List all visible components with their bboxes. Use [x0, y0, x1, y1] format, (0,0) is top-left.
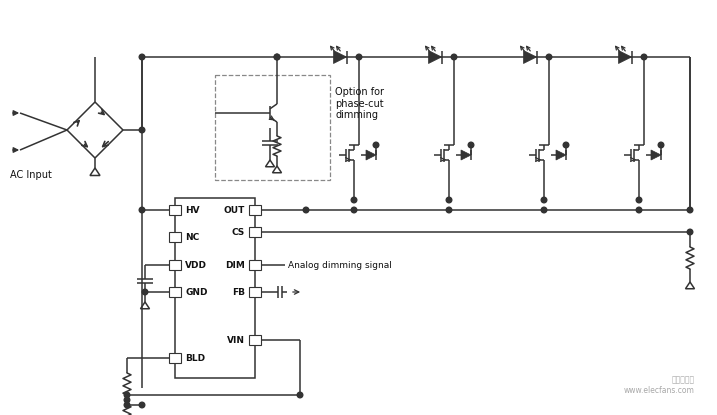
Circle shape: [351, 197, 357, 203]
Text: VIN: VIN: [227, 335, 245, 344]
Circle shape: [139, 127, 145, 133]
Bar: [249, 260, 261, 270]
Circle shape: [142, 289, 148, 295]
Polygon shape: [523, 51, 536, 63]
Bar: [169, 232, 181, 242]
Circle shape: [356, 54, 362, 60]
Circle shape: [641, 54, 647, 60]
Circle shape: [451, 54, 457, 60]
Text: AC Input: AC Input: [10, 170, 52, 180]
Circle shape: [446, 197, 452, 203]
Circle shape: [274, 54, 280, 60]
Bar: [249, 227, 261, 237]
Bar: [249, 287, 261, 297]
Circle shape: [124, 392, 130, 398]
Circle shape: [298, 392, 303, 398]
Circle shape: [687, 229, 693, 235]
Circle shape: [658, 142, 664, 148]
Polygon shape: [651, 150, 661, 160]
Text: HV: HV: [185, 205, 199, 215]
Circle shape: [563, 142, 569, 148]
Circle shape: [139, 207, 145, 213]
Bar: [215, 75, 330, 180]
Bar: [169, 260, 181, 270]
Circle shape: [636, 197, 642, 203]
Text: FB: FB: [232, 288, 245, 296]
Bar: [169, 287, 181, 297]
Circle shape: [546, 54, 552, 60]
Bar: [169, 205, 181, 215]
Bar: [175, 198, 255, 378]
Text: 电子发烧友
www.elecfans.com: 电子发烧友 www.elecfans.com: [624, 376, 695, 395]
Text: NC: NC: [185, 232, 199, 242]
Bar: [249, 335, 261, 345]
Polygon shape: [366, 150, 376, 160]
Circle shape: [636, 207, 642, 213]
Polygon shape: [461, 150, 471, 160]
Circle shape: [124, 397, 130, 403]
Bar: [169, 353, 181, 363]
Circle shape: [541, 197, 547, 203]
Polygon shape: [556, 150, 566, 160]
Text: BLD: BLD: [185, 354, 205, 362]
Text: Analog dimming signal: Analog dimming signal: [288, 261, 392, 269]
Polygon shape: [333, 51, 346, 63]
Circle shape: [374, 142, 379, 148]
Circle shape: [303, 207, 309, 213]
Circle shape: [468, 142, 474, 148]
Circle shape: [139, 54, 145, 60]
Polygon shape: [619, 51, 632, 63]
Circle shape: [351, 207, 357, 213]
Text: OUT: OUT: [224, 205, 245, 215]
Circle shape: [274, 54, 280, 60]
Text: GND: GND: [185, 288, 207, 296]
Text: DIM: DIM: [225, 261, 245, 269]
Circle shape: [541, 207, 547, 213]
Circle shape: [139, 402, 145, 408]
Text: CS: CS: [232, 227, 245, 237]
Circle shape: [446, 207, 452, 213]
Text: Option for
phase-cut
dimming: Option for phase-cut dimming: [335, 87, 384, 120]
Circle shape: [124, 402, 130, 408]
Bar: [249, 205, 261, 215]
Circle shape: [687, 207, 693, 213]
Text: VDD: VDD: [185, 261, 207, 269]
Polygon shape: [429, 51, 442, 63]
